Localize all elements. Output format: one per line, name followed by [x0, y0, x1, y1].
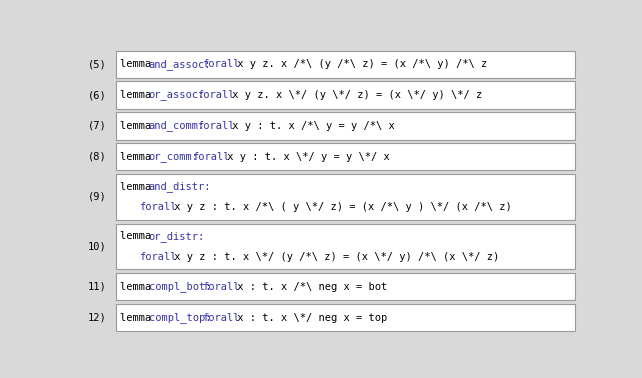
FancyBboxPatch shape: [116, 174, 575, 220]
Text: (6): (6): [88, 90, 107, 100]
Text: forall: forall: [202, 59, 239, 69]
Text: lemma: lemma: [119, 90, 157, 100]
Text: (8): (8): [88, 152, 107, 162]
Text: compl_top:: compl_top:: [148, 312, 211, 323]
Text: forall: forall: [139, 252, 177, 262]
Text: lemma: lemma: [119, 313, 157, 322]
Text: lemma: lemma: [119, 121, 157, 131]
Text: x y : t. x /*\ y = y /*\ x: x y : t. x /*\ y = y /*\ x: [226, 121, 395, 131]
Text: x y : t. x \*/ y = y \*/ x: x y : t. x \*/ y = y \*/ x: [221, 152, 390, 162]
Text: (9): (9): [88, 192, 107, 202]
FancyBboxPatch shape: [116, 304, 575, 331]
Text: x : t. x /*\ neg x = bot: x : t. x /*\ neg x = bot: [231, 282, 387, 292]
Text: forall: forall: [202, 282, 239, 292]
Text: lemma: lemma: [119, 282, 157, 292]
Text: forall: forall: [197, 121, 234, 131]
Text: forall: forall: [197, 90, 234, 100]
FancyBboxPatch shape: [116, 81, 575, 109]
Text: or_assoc:: or_assoc:: [148, 90, 205, 100]
Text: lemma: lemma: [119, 231, 157, 242]
Text: compl_bot:: compl_bot:: [148, 281, 211, 292]
Text: x y z : t. x /*\ ( y \*/ z) = (x /*\ y ) \*/ (x /*\ z): x y z : t. x /*\ ( y \*/ z) = (x /*\ y )…: [168, 202, 512, 212]
Text: 11): 11): [88, 282, 107, 292]
Text: forall: forall: [202, 313, 239, 322]
FancyBboxPatch shape: [116, 51, 575, 78]
Text: forall: forall: [192, 152, 230, 162]
Text: or_distr:: or_distr:: [148, 231, 205, 242]
Text: lemma: lemma: [119, 152, 157, 162]
FancyBboxPatch shape: [116, 223, 575, 270]
Text: lemma: lemma: [119, 59, 157, 69]
Text: x y z : t. x \*/ (y /*\ z) = (x \*/ y) /*\ (x \*/ z): x y z : t. x \*/ (y /*\ z) = (x \*/ y) /…: [168, 252, 499, 262]
Text: and_comm:: and_comm:: [148, 121, 205, 132]
FancyBboxPatch shape: [116, 143, 575, 170]
Text: x y z. x /*\ (y /*\ z) = (x /*\ y) /*\ z: x y z. x /*\ (y /*\ z) = (x /*\ y) /*\ z: [231, 59, 487, 69]
Text: and_distr:: and_distr:: [148, 181, 211, 192]
Text: (7): (7): [88, 121, 107, 131]
Text: forall: forall: [139, 202, 177, 212]
Text: or_comm:: or_comm:: [148, 152, 198, 162]
Text: lemma: lemma: [119, 182, 157, 192]
Text: (5): (5): [88, 59, 107, 69]
FancyBboxPatch shape: [116, 273, 575, 301]
Text: x y z. x \*/ (y \*/ z) = (x \*/ y) \*/ z: x y z. x \*/ (y \*/ z) = (x \*/ y) \*/ z: [226, 90, 482, 100]
Text: and_assoc:: and_assoc:: [148, 59, 211, 70]
Text: 10): 10): [88, 242, 107, 251]
FancyBboxPatch shape: [116, 112, 575, 139]
Text: x : t. x \*/ neg x = top: x : t. x \*/ neg x = top: [231, 313, 387, 322]
Text: 12): 12): [88, 313, 107, 322]
